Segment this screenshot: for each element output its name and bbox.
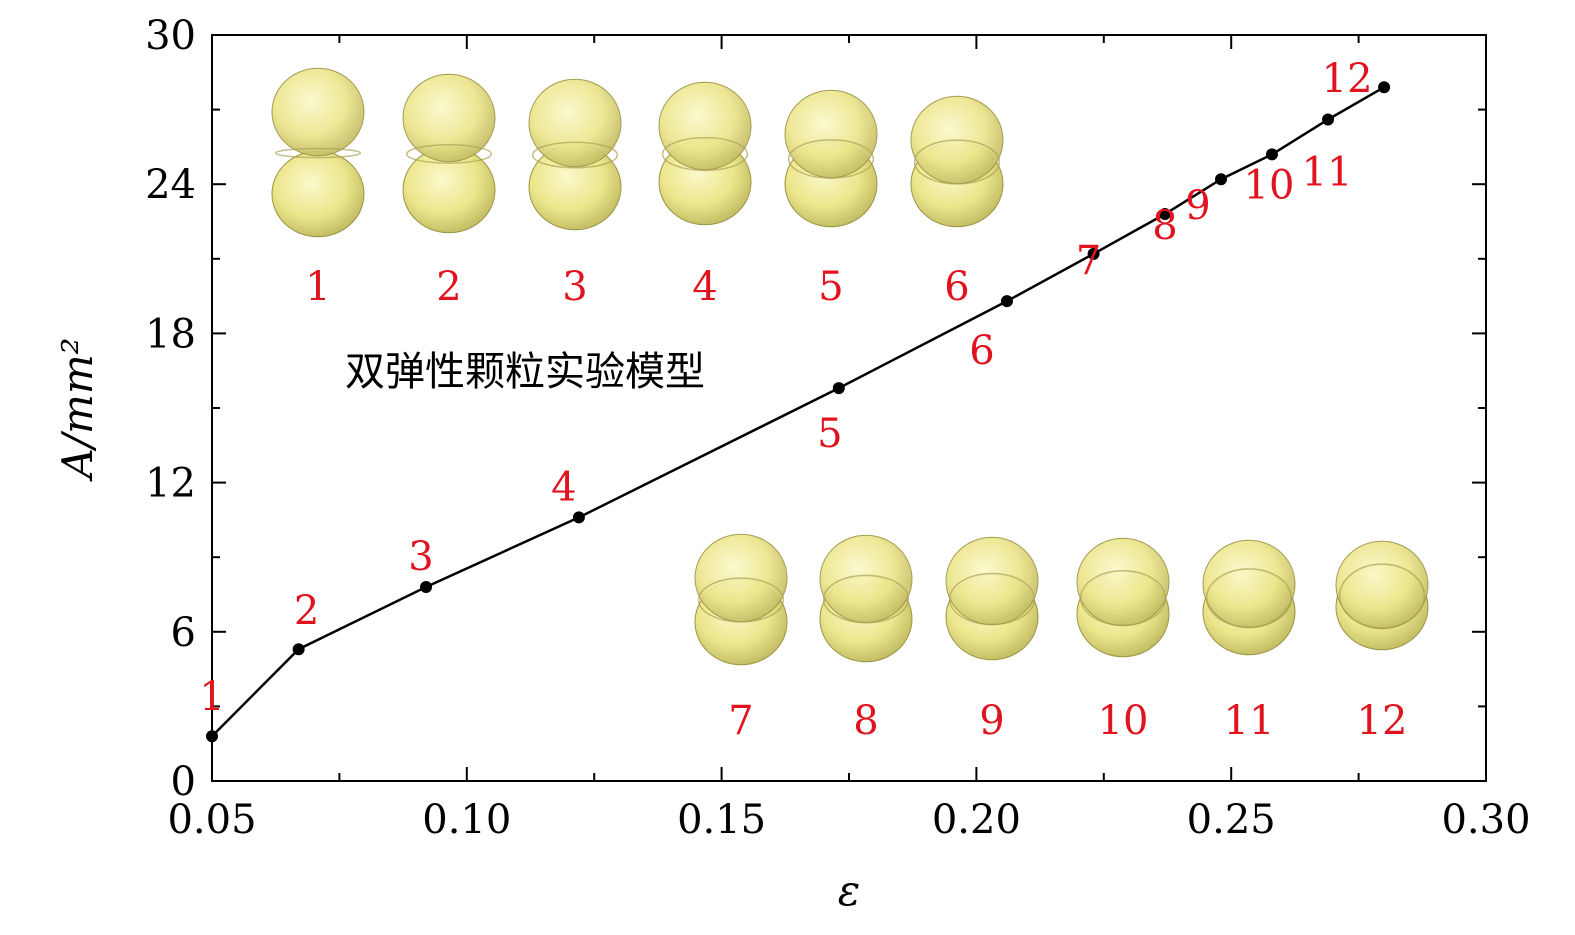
data-point: [420, 581, 433, 594]
y-tick-label: 6: [171, 610, 196, 656]
contact-ring: [948, 572, 1036, 626]
series-line: [211, 86, 1385, 738]
y-tick-label: 24: [145, 162, 196, 208]
bottom-image-label: 10: [1098, 698, 1149, 744]
data-point: [832, 382, 845, 395]
upper-particle: [1335, 540, 1429, 630]
contact-ring: [913, 139, 1001, 185]
x-tick-label: 0.10: [422, 797, 511, 843]
point-label: 4: [551, 464, 576, 510]
bottom-particle-pair-7: [694, 533, 788, 666]
x-tick-label: 0.15: [677, 797, 766, 843]
contact-ring: [787, 139, 875, 179]
point-label: 7: [1076, 238, 1101, 284]
data-point: [206, 730, 218, 743]
model-caption: 双弹性颗粒实验模型: [345, 349, 705, 395]
data-point: [1158, 208, 1171, 221]
top-image-label: 3: [562, 264, 587, 310]
bottom-image-label: 11: [1224, 698, 1275, 744]
upper-particle: [402, 73, 496, 163]
upper-particle: [819, 534, 913, 624]
point-label: 8: [1152, 203, 1177, 249]
contact-ring: [697, 577, 785, 623]
top-image-label: 5: [818, 264, 843, 310]
bottom-image-label: 9: [979, 698, 1004, 744]
point-label: 5: [817, 411, 842, 457]
data-point: [1322, 113, 1335, 126]
contact-ring: [1338, 563, 1426, 629]
upper-particle: [658, 81, 752, 171]
contact-ring: [405, 144, 493, 164]
data-point: [572, 511, 585, 524]
data-point: [1087, 247, 1100, 260]
contact-ring: [274, 147, 362, 159]
point-label: 9: [1185, 183, 1210, 229]
data-point: [292, 643, 305, 656]
bottom-particle-pair-10: [1076, 537, 1170, 658]
contact-ring: [1205, 568, 1293, 628]
bottom-particle-pair-11: [1202, 539, 1296, 656]
top-particle-pair-3: [528, 78, 622, 231]
contact-ring: [822, 574, 910, 624]
x-tick-label: 0.25: [1187, 797, 1276, 843]
top-particle-pair-6: [910, 95, 1004, 228]
top-particle-pair-4: [658, 81, 752, 226]
data-point: [1378, 81, 1391, 94]
data-point: [1215, 173, 1228, 186]
x-axis-title: ε: [838, 866, 861, 915]
bottom-particle-pair-12: [1335, 540, 1429, 651]
y-tick-label: 18: [145, 311, 196, 357]
point-label: 1: [199, 674, 224, 720]
x-tick-label: 0.20: [932, 797, 1021, 843]
upper-particle: [528, 78, 622, 168]
point-label: 11: [1302, 150, 1353, 196]
point-label: 12: [1322, 56, 1373, 102]
y-tick-label: 30: [145, 13, 196, 59]
bottom-image-label: 8: [853, 698, 878, 744]
contact-ring: [661, 136, 749, 172]
lower-particle: [271, 150, 365, 238]
data-point: [1000, 295, 1013, 308]
top-particle-pair-1: [271, 67, 365, 238]
x-tick-label: 0.05: [167, 797, 256, 843]
top-image-label: 2: [436, 264, 461, 310]
top-particle-pair-5: [784, 89, 878, 228]
upper-particle: [945, 536, 1039, 626]
bottom-image-label: 7: [728, 698, 753, 744]
point-label: 10: [1244, 162, 1295, 208]
upper-particle: [784, 89, 878, 179]
upper-particle: [1076, 537, 1170, 627]
top-image-label: 1: [305, 264, 330, 310]
bottom-image-label: 12: [1357, 698, 1408, 744]
bottom-particle-pair-9: [945, 536, 1039, 661]
contact-ring: [531, 141, 619, 169]
data-point: [1265, 148, 1278, 161]
y-axis-title: A/mm²: [53, 338, 102, 483]
bottom-particle-pair-8: [819, 534, 913, 663]
top-particle-pair-2: [402, 73, 496, 234]
x-tick-label: 0.30: [1441, 797, 1530, 843]
y-tick-label: 0: [171, 759, 196, 805]
y-tick-label: 12: [145, 461, 196, 507]
point-label: 2: [294, 588, 319, 634]
upper-particle: [271, 67, 365, 157]
point-label: 6: [969, 328, 994, 374]
point-label: 3: [408, 534, 433, 580]
top-image-label: 6: [944, 264, 969, 310]
top-image-label: 4: [692, 264, 717, 310]
contact-ring: [1079, 569, 1167, 627]
upper-particle: [1202, 539, 1296, 629]
